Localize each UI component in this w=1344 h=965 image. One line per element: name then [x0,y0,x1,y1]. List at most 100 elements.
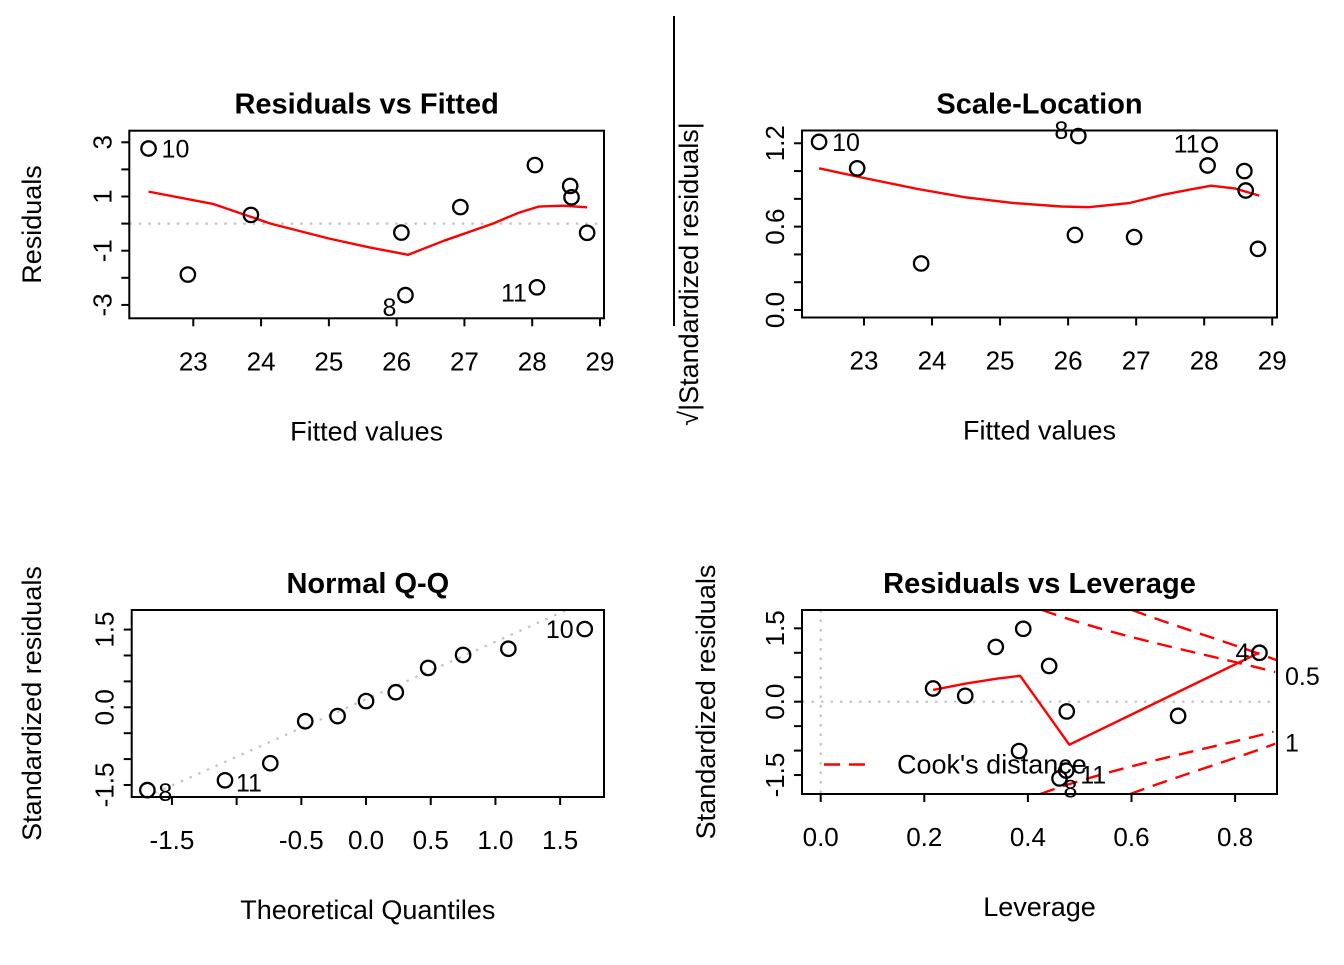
data-point-marker [528,278,546,296]
x-axis-tick-label: 23 [179,346,208,376]
x-axis-title: Leverage [983,892,1096,922]
y-axis-tick-label: -1.5 [760,753,790,798]
x-axis-tick-label: 29 [586,346,615,376]
data-point-marker [1237,182,1255,199]
chart-title: Scale-Location [936,89,1142,121]
data-point-marker [387,683,405,701]
cooks-contour-label: 1 [1285,729,1299,757]
data-point-marker [576,620,594,638]
point-id-label: 8 [158,779,172,807]
x-axis-tick-label: 0.5 [413,825,449,855]
cooks-distance-legend-label: Cook's distance [897,750,1087,780]
x-axis-tick-label: 1.0 [477,825,513,855]
data-point-marker [912,255,930,272]
x-axis-title: Theoretical Quantiles [240,895,495,925]
plot-box [130,609,605,798]
x-axis-tick-label: 23 [850,346,879,376]
panel-content [145,610,568,797]
data-point-marker [419,659,437,677]
data-point-marker [1010,742,1028,760]
data-point-marker [987,638,1005,656]
y-axis-tick-label: 0.0 [90,689,120,725]
data-point-marker [1125,228,1143,246]
data-point-marker [329,707,346,725]
x-axis-tick-label: 26 [1054,346,1083,376]
data-point-marker [261,754,279,772]
data-point-marker [1199,157,1216,174]
qq-reference-line [145,610,568,797]
smoother-line [148,190,588,256]
data-point-marker [357,692,375,710]
x-axis-tick-label: 27 [450,346,479,376]
panel-content [129,190,604,256]
y-axis-tick-label: 0.0 [760,684,790,720]
y-axis-tick-label: -1.5 [90,763,120,808]
data-point-marker [242,206,260,224]
chart-title: Residuals vs Leverage [883,568,1196,600]
data-point-marker [526,156,544,174]
data-point-marker [296,712,314,730]
cooks-contour-label: 0.5 [1285,663,1320,691]
point-id-label: 8 [383,294,397,322]
cooks-distance-contour [1129,742,1276,794]
data-point-marker [454,646,472,664]
data-point-marker [1040,657,1058,675]
data-point-marker [140,140,157,157]
x-axis-tick-label: 24 [247,346,276,376]
x-axis-tick-label: 25 [986,346,1015,376]
y-axis-tick-label: 3 [87,135,117,149]
y-axis-tick-label: -1 [87,239,117,262]
x-axis-tick-label: 0.2 [906,822,942,852]
chart-title: Residuals vs Fitted [234,89,498,121]
x-axis-tick-label: 0.4 [1010,822,1046,852]
data-point-marker [1249,240,1267,258]
y-axis-title: Standardized residuals [17,566,47,841]
data-point-marker [139,781,156,799]
point-id-label: 11 [501,279,527,307]
data-point-marker [1251,644,1268,662]
data-point-marker [578,224,596,242]
x-axis-tick-label: 28 [518,346,547,376]
x-axis-tick-label: 27 [1122,346,1151,376]
x-axis-tick-label: -1.5 [150,825,195,855]
data-point-marker [1201,136,1218,154]
data-point-marker [397,286,414,304]
point-id-label: 4 [1236,639,1250,667]
data-point-marker [1014,620,1032,638]
data-point-marker [179,266,197,283]
y-axis-tick-label: 1.2 [760,125,790,161]
panel-normal-q-q: -1.5 -0.5 0.0 0.5 1.0 1.5 -1.5 0.0 1.5 8 11 10 Norma… [17,566,605,925]
panel-content [802,610,1277,794]
y-axis-tick-label: 1 [87,189,117,203]
point-id-label: 10 [162,136,190,164]
data-point-marker [956,687,974,705]
point-id-label: 8 [1054,117,1068,145]
panel-residuals-vs-fitted: 23 24 25 26 27 28 29 -3 -1 1 3 10 8 11 Residuals vs Fi… [17,89,614,447]
point-id-label: 10 [546,616,574,644]
x-axis-title: Fitted values [963,416,1116,446]
cooks-distance-contour [1039,730,1274,794]
panel-content [818,167,1260,209]
point-id-label: 11 [1174,131,1200,159]
data-point-marker [1058,703,1076,720]
data-point-marker [393,224,410,241]
data-point-marker [1066,226,1084,244]
y-axis-tick-label: 0.6 [760,209,790,245]
x-axis-tick-label: 28 [1190,346,1219,376]
y-axis-title: Residuals [17,165,47,284]
panel-scale-location: 23 24 25 26 27 28 29 0.0 0.6 1.2 10 8 11 Scale-Locati… [673,16,1287,446]
data-point-marker [216,771,234,789]
y-axis-title: Standardized residuals [691,565,721,840]
x-axis-tick-label: -0.5 [279,825,324,855]
y-axis-tick-label: 1.5 [90,612,120,648]
point-id-label: 11 [1080,762,1106,790]
cooks-distance-contour [1041,610,1276,674]
data-point-marker [561,177,579,195]
x-axis-tick-label: 25 [314,346,343,376]
x-axis-tick-label: 26 [382,346,411,376]
data-point-marker [924,680,942,697]
data-point-marker [500,640,517,658]
panel-residuals-vs-leverage: 0.5 1 Cook's distance 0.0 0.2 0.4 0.6 0.8 -1.5 0.… [691,565,1320,922]
data-point-marker [810,133,828,151]
